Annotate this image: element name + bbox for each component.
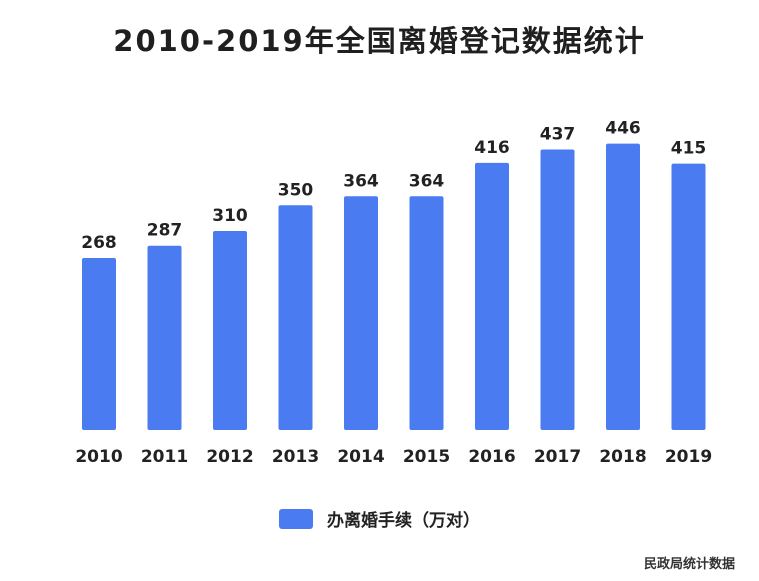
data-label-2010: 268: [81, 233, 117, 253]
bar-2015: [409, 196, 444, 430]
source-note: 民政局统计数据: [643, 557, 735, 572]
x-tick-2017: 2017: [534, 447, 581, 467]
x-tick-2019: 2019: [665, 447, 712, 467]
x-tick-2011: 2011: [141, 447, 188, 467]
bar-2014: [344, 196, 378, 430]
bar-2012: [213, 230, 247, 430]
x-tick-2014: 2014: [337, 447, 384, 467]
legend-label: 办离婚手续（万对）: [327, 511, 480, 531]
data-label-2017: 437: [540, 124, 576, 144]
bar-2018: [606, 143, 640, 430]
bar-2011: [147, 245, 182, 430]
bar-2010: [82, 257, 116, 430]
data-label-2014: 364: [343, 171, 379, 191]
x-tick-2013: 2013: [272, 447, 319, 467]
x-tick-2016: 2016: [468, 447, 515, 467]
data-label-2019: 415: [671, 139, 707, 159]
x-tick-2015: 2015: [403, 447, 450, 467]
x-tick-2012: 2012: [206, 447, 253, 467]
data-label-2011: 287: [147, 221, 183, 241]
bar-chart: 268 287 310 350 364 364 416 437 446 415 2010 2011 2…: [75, 119, 712, 467]
x-tick-2018: 2018: [599, 447, 646, 467]
bar-2016: [475, 162, 509, 431]
bar-2013: [278, 205, 313, 430]
x-tick-2010: 2010: [75, 447, 122, 467]
data-label-2015: 364: [409, 171, 445, 191]
bar-2019: [671, 163, 706, 430]
bar-2017: [540, 149, 575, 431]
chart-title: 2010-2019年全国离婚登记数据统计: [113, 24, 646, 58]
data-label-2016: 416: [474, 138, 510, 158]
legend-swatch: [279, 508, 313, 529]
data-label-2013: 350: [278, 180, 314, 200]
data-label-2018: 446: [605, 119, 641, 139]
data-label-2012: 310: [212, 206, 248, 226]
legend: 办离婚手续（万对）: [0, 506, 759, 531]
